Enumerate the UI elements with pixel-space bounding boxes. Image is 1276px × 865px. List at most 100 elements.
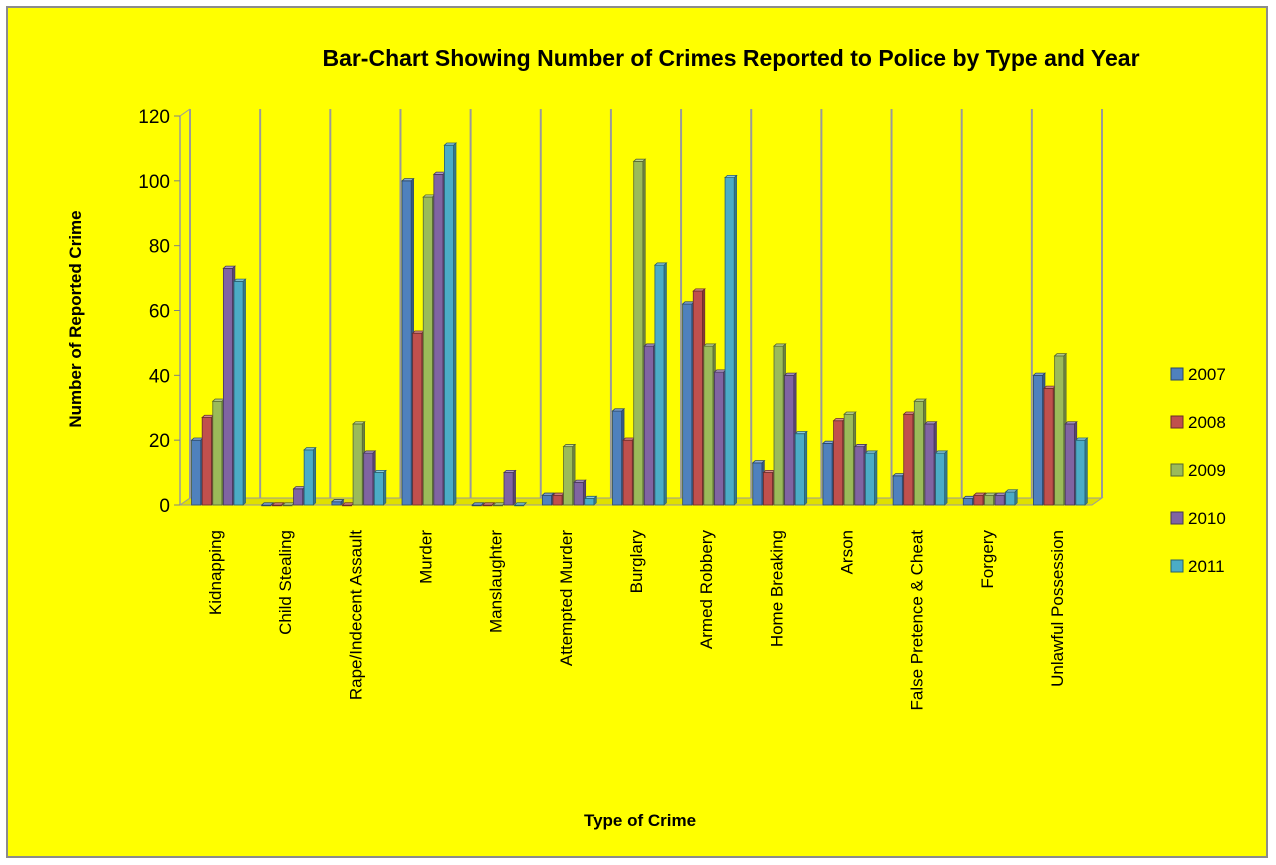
bar-2008 — [411, 330, 426, 506]
bar-2009 — [632, 158, 647, 506]
bar-2008 — [271, 502, 285, 507]
bar-2007 — [611, 408, 626, 506]
category-label: Child Stealing — [276, 530, 295, 635]
category-label: Murder — [417, 530, 436, 584]
legend-label: 2011 — [1188, 557, 1225, 576]
category-labels: Kidnapping Child Stealing Rape/Indecent As… — [206, 530, 1067, 711]
bar-2008 — [1042, 385, 1057, 506]
bar-2010 — [713, 369, 728, 506]
category-label: Manslaughter — [487, 530, 506, 633]
gridlines — [189, 109, 1103, 498]
legend-label: 2009 — [1188, 461, 1226, 480]
chart-title: Bar-Chart Showing Number of Crimes Repor… — [322, 45, 1139, 71]
y-tick-label: 20 — [149, 431, 170, 452]
bar-2011 — [934, 450, 949, 506]
bar-2011 — [794, 430, 808, 506]
legend-entry-2009: 2009 — [1170, 461, 1226, 480]
category-label: Kidnapping — [206, 530, 225, 615]
legend-swatch — [1170, 559, 1184, 573]
bar-2011 — [583, 495, 598, 506]
bar-2010 — [783, 372, 798, 506]
bar-2007 — [1032, 372, 1047, 506]
bar-2009 — [983, 492, 998, 506]
bar-2007 — [401, 177, 415, 506]
bar-2009 — [702, 343, 717, 506]
bar-2009 — [913, 398, 927, 506]
legend: 2007 2008 2009 2010 2011 — [1170, 365, 1226, 576]
y-tick-label: 100 — [138, 172, 170, 193]
bar-2010 — [362, 450, 377, 506]
legend-entry-2008: 2008 — [1170, 413, 1226, 432]
bar-chart: Bar-Chart Showing Number of Crimes Repor… — [66, 45, 1226, 830]
bar-2010 — [432, 171, 447, 506]
bar-2010 — [573, 479, 587, 506]
category-label: Attempted Murder — [557, 530, 576, 666]
bar-2010 — [1064, 421, 1078, 506]
bar-2007 — [541, 492, 555, 506]
category-label: Armed Robbery — [697, 530, 716, 650]
bar-2011 — [1004, 489, 1019, 506]
y-tick-label: 40 — [149, 366, 170, 387]
y-tick-label: 60 — [149, 302, 170, 323]
bar-2007 — [892, 472, 906, 506]
bar-2010 — [923, 421, 938, 506]
y-tick-label: 0 — [159, 496, 170, 517]
legend-swatch — [1170, 463, 1184, 477]
category-label: Arson — [837, 530, 856, 574]
bar-2011 — [1074, 437, 1089, 506]
bar-2009 — [843, 411, 857, 506]
legend-swatch — [1170, 511, 1184, 525]
bar-2011 — [513, 502, 528, 507]
bar-2008 — [551, 492, 566, 506]
bar-2009 — [1053, 353, 1068, 506]
bar-2009 — [352, 421, 366, 506]
bars — [190, 142, 1089, 507]
bar-2011 — [864, 450, 878, 506]
bar-2008 — [481, 502, 496, 507]
bar-2011 — [443, 142, 458, 506]
category-label: Forgery — [978, 530, 997, 589]
bar-2011 — [653, 262, 668, 506]
bar-2010 — [502, 469, 517, 506]
bar-2008 — [902, 411, 917, 506]
bar-2007 — [751, 459, 766, 506]
bar-2008 — [762, 469, 777, 506]
bar-2009 — [422, 194, 436, 506]
y-tick-labels: 0 20 40 60 80 100 120 — [138, 107, 180, 517]
bar-2011 — [232, 278, 247, 506]
bar-2011 — [724, 174, 738, 506]
chart-area: Bar-Chart Showing Number of Crimes Repor… — [6, 6, 1268, 858]
bar-2007 — [330, 498, 345, 506]
bar-2007 — [681, 301, 696, 506]
legend-swatch — [1170, 415, 1184, 429]
y-axis-top-edge — [179, 108, 191, 117]
y-axis-title: Number of Reported Crime — [66, 210, 85, 427]
legend-entry-2010: 2010 — [1170, 509, 1226, 528]
bar-2007 — [821, 440, 836, 506]
category-label: Unlawful Possession — [1048, 530, 1067, 687]
bar-2009 — [211, 398, 226, 506]
y-tick-label: 120 — [138, 107, 170, 128]
bar-2008 — [622, 437, 636, 506]
bar-2008 — [972, 492, 987, 506]
bar-2008 — [692, 288, 706, 506]
legend-label: 2007 — [1188, 365, 1226, 384]
category-label: Home Breaking — [767, 530, 786, 647]
bar-2007 — [962, 495, 976, 506]
bar-2009 — [562, 443, 577, 506]
bar-2008 — [201, 414, 215, 506]
bar-2009 — [772, 343, 787, 506]
category-label: False Pretence & Cheat — [908, 530, 927, 711]
bar-2010 — [222, 265, 237, 506]
bar-2007 — [190, 437, 205, 506]
x-axis-title: Type of Crime — [584, 811, 696, 830]
bar-2010 — [643, 343, 657, 506]
bar-2010 — [292, 485, 307, 506]
bar-2008 — [832, 417, 847, 506]
bar-2011 — [303, 447, 317, 506]
legend-entry-2011: 2011 — [1170, 557, 1225, 576]
bar-2011 — [373, 469, 387, 506]
bar-2007 — [471, 502, 485, 507]
category-label: Burglary — [627, 530, 646, 594]
legend-swatch — [1170, 367, 1184, 381]
